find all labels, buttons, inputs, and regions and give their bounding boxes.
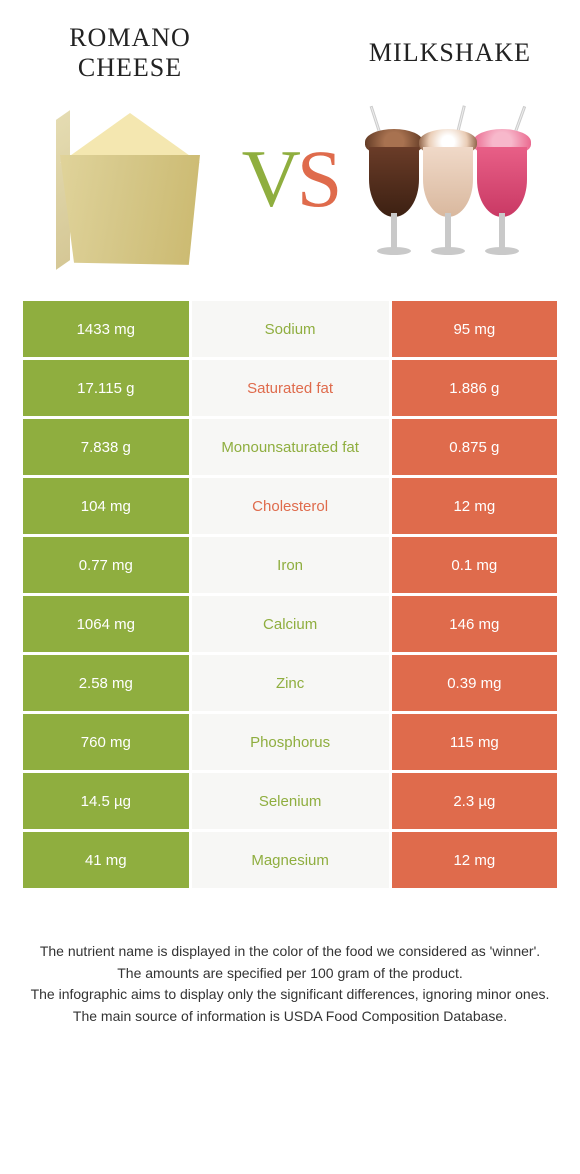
left-value: 0.77 mg <box>23 537 189 593</box>
table-row: 1064 mgCalcium146 mg <box>23 596 557 652</box>
nutrient-label: Magnesium <box>192 832 389 888</box>
milkshake-icon <box>365 85 535 265</box>
left-value: 1064 mg <box>23 596 189 652</box>
footer-line-4: The main source of information is USDA F… <box>30 1006 550 1028</box>
left-value: 760 mg <box>23 714 189 770</box>
nutrient-label: Cholesterol <box>192 478 389 534</box>
table-row: 2.58 mgZinc0.39 mg <box>23 655 557 711</box>
table-row: 7.838 gMonounsaturated fat0.875 g <box>23 419 557 475</box>
left-value: 41 mg <box>23 832 189 888</box>
left-value: 14.5 µg <box>23 773 189 829</box>
nutrient-label: Selenium <box>192 773 389 829</box>
nutrient-label: Saturated fat <box>192 360 389 416</box>
right-value: 12 mg <box>392 478 557 534</box>
vs-v: V <box>242 132 297 226</box>
nutrient-label: Phosphorus <box>192 714 389 770</box>
table-row: 760 mgPhosphorus115 mg <box>23 714 557 770</box>
nutrient-label: Calcium <box>192 596 389 652</box>
comparison-table: 1433 mgSodium95 mg17.115 gSaturated fat1… <box>20 298 560 891</box>
right-food-header: Milkshake <box>350 38 550 270</box>
vs-label: VS <box>242 132 339 226</box>
table-row: 14.5 µgSelenium2.3 µg <box>23 773 557 829</box>
left-value: 1433 mg <box>23 301 189 357</box>
right-value: 12 mg <box>392 832 557 888</box>
nutrient-label: Zinc <box>192 655 389 711</box>
table-row: 0.77 mgIron0.1 mg <box>23 537 557 593</box>
right-value: 0.875 g <box>392 419 557 475</box>
footer-line-1: The nutrient name is displayed in the co… <box>30 941 550 963</box>
right-value: 1.886 g <box>392 360 557 416</box>
cheese-icon <box>50 105 210 275</box>
table-row: 17.115 gSaturated fat1.886 g <box>23 360 557 416</box>
table-row: 41 mgMagnesium12 mg <box>23 832 557 888</box>
table-row: 104 mgCholesterol12 mg <box>23 478 557 534</box>
right-food-title: Milkshake <box>369 38 531 68</box>
right-food-image <box>360 80 540 270</box>
left-food-image <box>40 95 220 285</box>
right-value: 0.1 mg <box>392 537 557 593</box>
vs-s: S <box>297 132 339 226</box>
nutrient-label: Sodium <box>192 301 389 357</box>
left-food-title: Romano cheese <box>30 23 230 83</box>
left-food-header: Romano cheese <box>30 23 230 285</box>
footer-notes: The nutrient name is displayed in the co… <box>30 941 550 1028</box>
right-value: 95 mg <box>392 301 557 357</box>
right-value: 0.39 mg <box>392 655 557 711</box>
footer-line-3: The infographic aims to display only the… <box>30 984 550 1006</box>
left-value: 104 mg <box>23 478 189 534</box>
table-row: 1433 mgSodium95 mg <box>23 301 557 357</box>
footer-line-2: The amounts are specified per 100 gram o… <box>30 963 550 985</box>
left-value: 17.115 g <box>23 360 189 416</box>
nutrient-label: Iron <box>192 537 389 593</box>
right-value: 146 mg <box>392 596 557 652</box>
left-value: 7.838 g <box>23 419 189 475</box>
header: Romano cheese VS Milkshake <box>0 0 580 290</box>
left-value: 2.58 mg <box>23 655 189 711</box>
right-value: 115 mg <box>392 714 557 770</box>
right-value: 2.3 µg <box>392 773 557 829</box>
nutrient-label: Monounsaturated fat <box>192 419 389 475</box>
